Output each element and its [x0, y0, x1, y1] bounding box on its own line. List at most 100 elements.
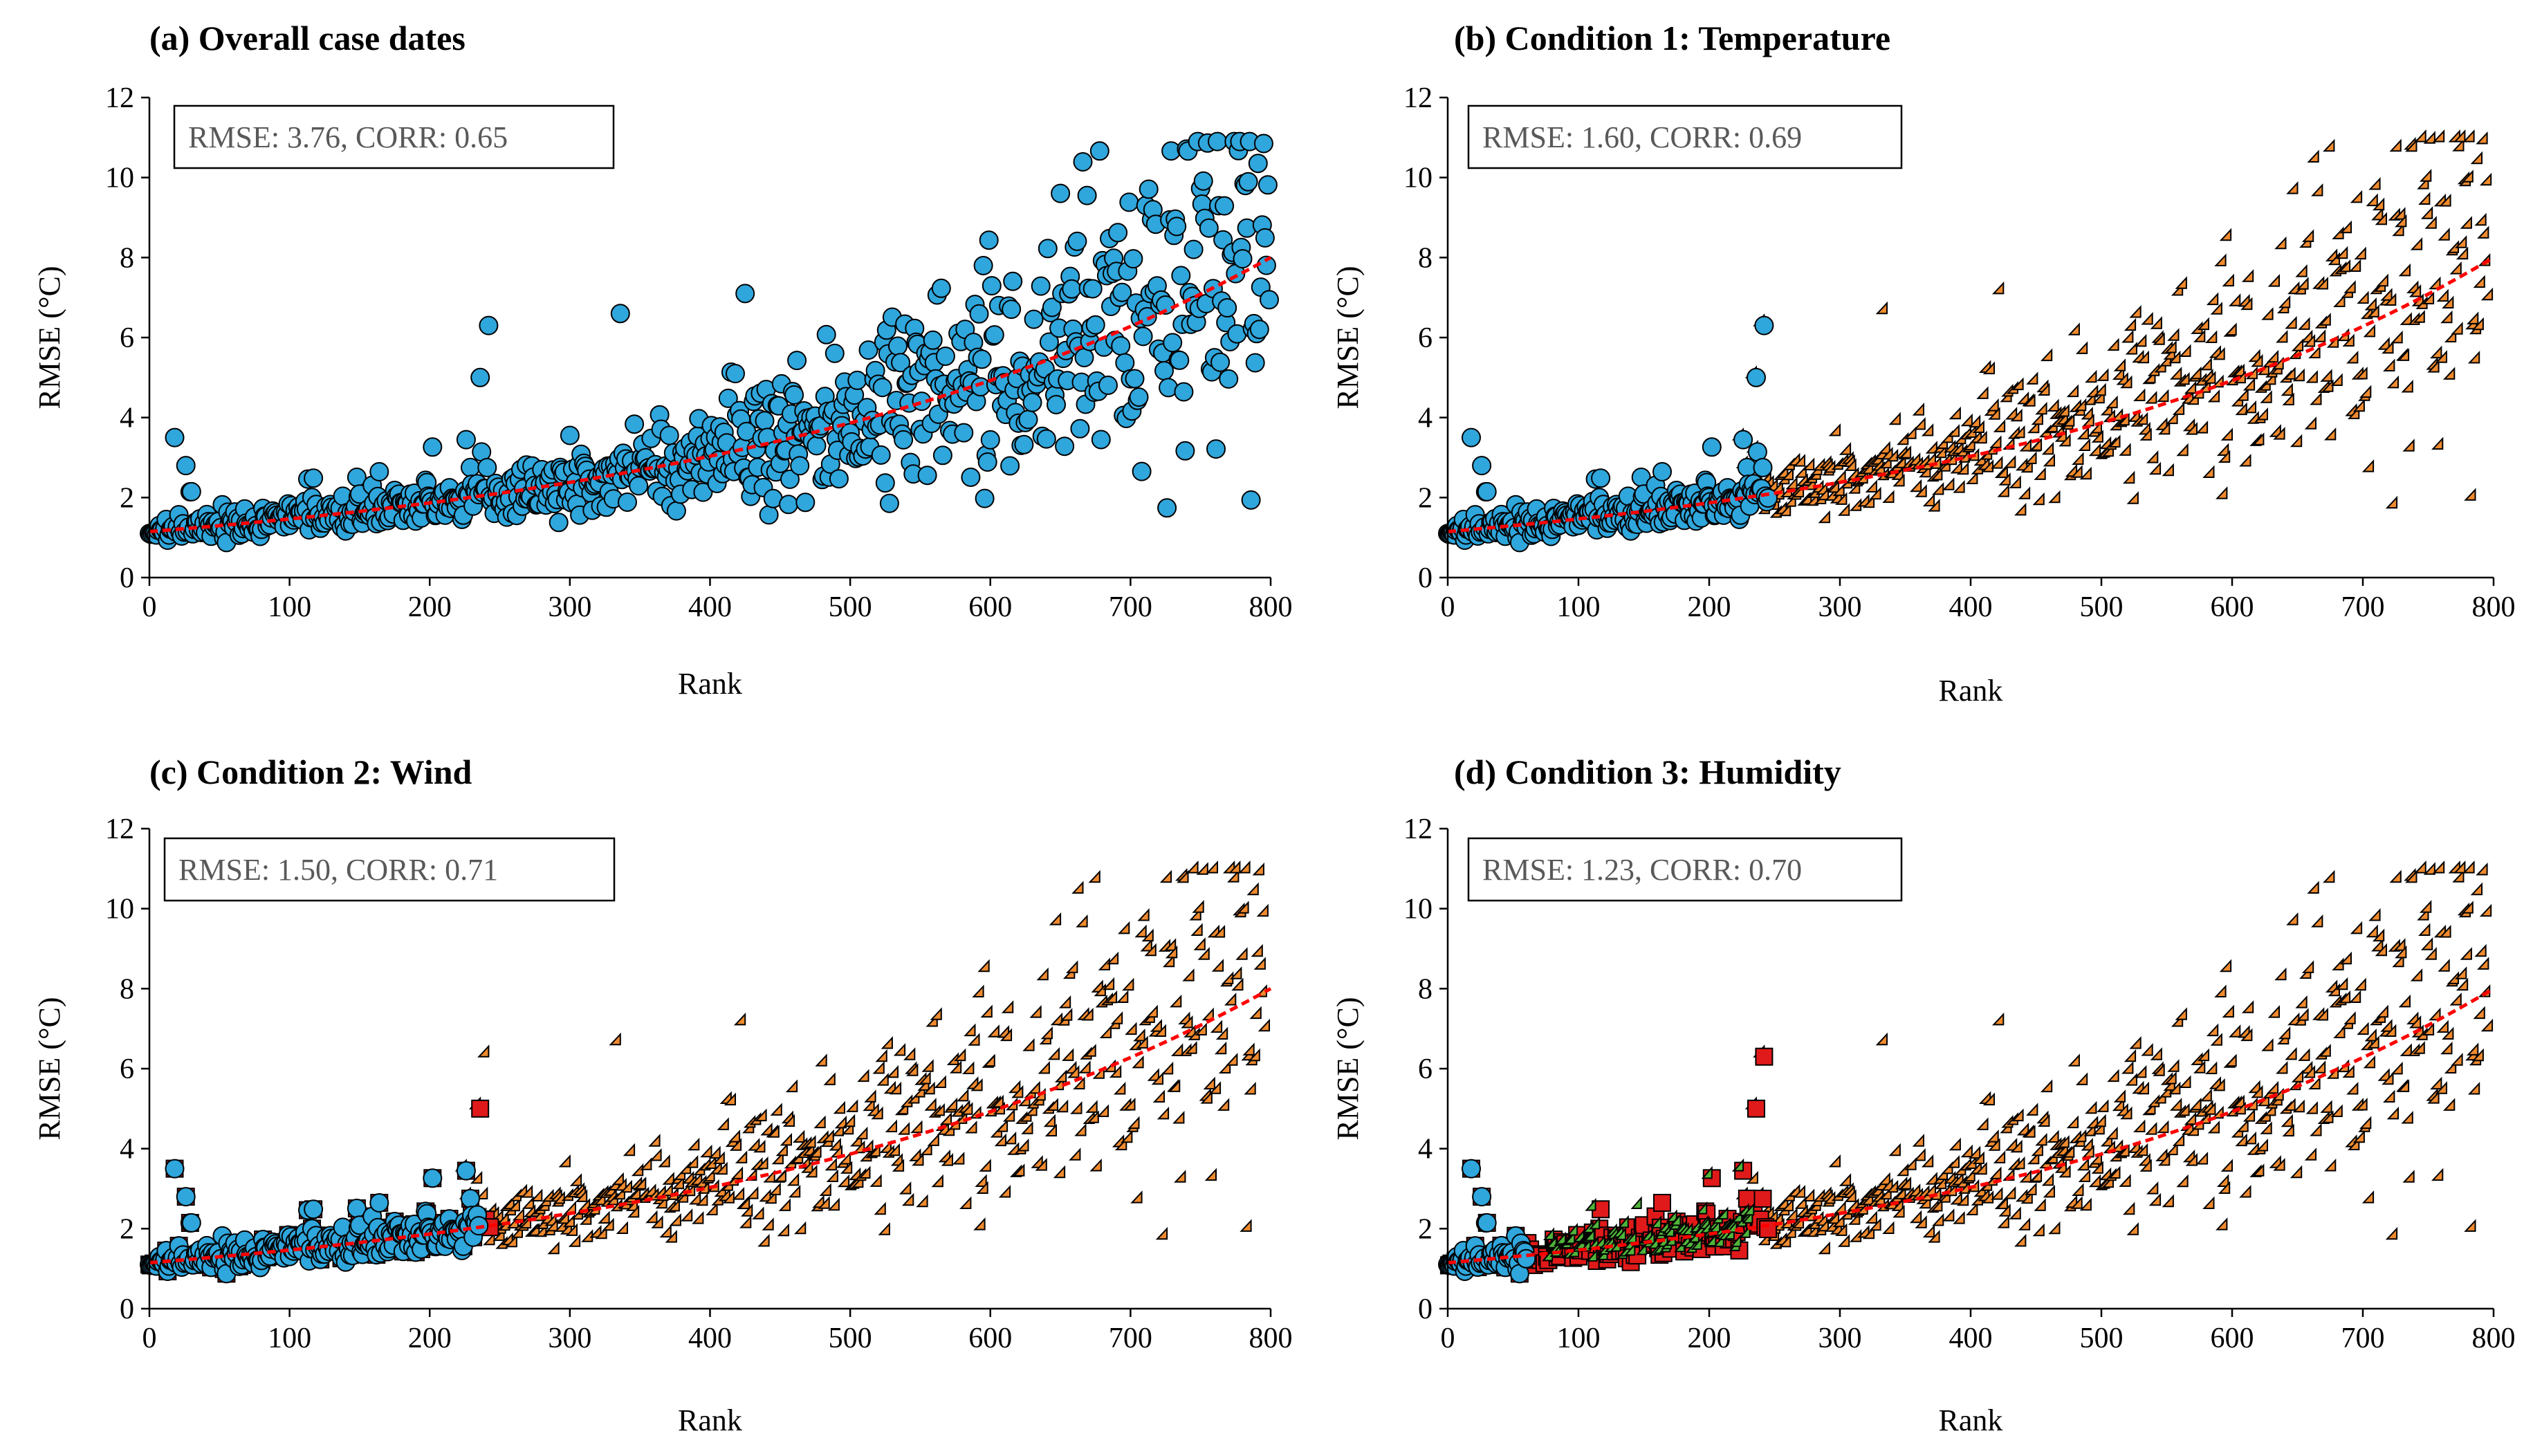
- trend-line: [1447, 256, 2495, 533]
- data-point: [748, 1138, 760, 1151]
- data-point: [2419, 169, 2432, 182]
- data-point: [1881, 1177, 1893, 1191]
- data-point: [995, 1119, 1008, 1132]
- data-point: [1966, 1202, 1978, 1216]
- data-point: [505, 1234, 517, 1248]
- y-tick-label: 10: [1403, 894, 1433, 925]
- data-point: [2038, 383, 2050, 396]
- data-point: [2232, 363, 2245, 377]
- data-point: [774, 1169, 786, 1182]
- data-point: [2240, 297, 2253, 311]
- data-point: [1921, 423, 1934, 436]
- data-point: [1083, 279, 1103, 299]
- data-point: [560, 425, 580, 445]
- data-point: [2479, 903, 2492, 917]
- data-point: [871, 445, 891, 465]
- data-point: [2377, 337, 2390, 350]
- data-point: [2133, 1119, 2146, 1133]
- data-point: [2097, 1099, 2109, 1112]
- data-point: [1141, 928, 1154, 942]
- x-tick-label: 400: [1949, 1323, 1993, 1354]
- data-point: [470, 1170, 483, 1184]
- data-point: [1989, 435, 2002, 448]
- data-point: [508, 1198, 520, 1212]
- data-point: [1132, 1055, 1144, 1069]
- data-point: [2367, 304, 2379, 317]
- data-point: [2120, 375, 2133, 389]
- data-point: [2074, 1129, 2087, 1143]
- data-point: [1203, 1076, 1215, 1090]
- data-point: [2311, 183, 2323, 196]
- data-point: [2385, 495, 2398, 509]
- data-point: [1998, 1204, 2011, 1217]
- data-point: [833, 1100, 846, 1114]
- data-point: [729, 1138, 742, 1151]
- data-point: [181, 1213, 201, 1233]
- data-point: [2431, 1168, 2444, 1181]
- data-point: [2197, 317, 2210, 331]
- data-point: [1073, 1076, 1085, 1090]
- data-point: [546, 1218, 558, 1232]
- data-point: [2442, 295, 2454, 309]
- data-point: [2480, 287, 2494, 301]
- data-point: [1040, 1026, 1053, 1040]
- data-point: [2139, 427, 2152, 441]
- data-point: [2313, 1060, 2326, 1073]
- data-point: [1949, 406, 1961, 420]
- data-point: [1882, 1221, 1895, 1235]
- data-point: [2273, 427, 2285, 440]
- data-point: [1739, 1225, 1751, 1238]
- data-point: [1213, 925, 1226, 938]
- data-point: [1585, 1197, 1596, 1211]
- data-point: [1056, 1099, 1069, 1113]
- data-point: [681, 1170, 694, 1184]
- data-points: [140, 860, 1271, 1284]
- data-point: [2025, 1182, 2037, 1196]
- data-point: [2168, 1081, 2181, 1095]
- y-tick-label: 10: [1403, 163, 1433, 194]
- data-point: [780, 469, 800, 489]
- data-point: [1157, 498, 1177, 518]
- annotation-text: RMSE: 3.76, CORR: 0.65: [188, 120, 508, 154]
- annotation-box: [163, 837, 616, 902]
- data-point: [2018, 486, 2031, 499]
- data-point: [1997, 484, 2009, 497]
- data-point: [2005, 407, 2018, 420]
- data-point: [1912, 1134, 1925, 1147]
- data-point: [1150, 1019, 1163, 1032]
- data-point: [994, 1133, 1007, 1147]
- data-point: [752, 1206, 764, 1219]
- y-axis-label: RMSE (°C): [1331, 266, 1365, 409]
- data-point: [801, 1160, 813, 1173]
- data-point: [1904, 426, 1917, 439]
- data-point: [2439, 925, 2451, 938]
- data-point: [461, 457, 480, 477]
- data-point: [693, 482, 713, 502]
- data-point: [1206, 860, 1219, 874]
- data-point: [1691, 1237, 1702, 1250]
- data-point: [784, 385, 804, 405]
- data-point: [1038, 239, 1058, 259]
- data-point: [2204, 1102, 2216, 1115]
- data-point: [1193, 937, 1206, 950]
- data-point: [1066, 960, 1078, 973]
- data-point: [2121, 1060, 2134, 1074]
- data-point: [1802, 457, 1815, 471]
- data-point: [787, 351, 807, 371]
- data-point: [1828, 1154, 1841, 1168]
- data-point: [1816, 487, 1830, 501]
- data-point: [2137, 1081, 2150, 1095]
- data-point: [1991, 1187, 2003, 1200]
- data-point: [2112, 367, 2125, 380]
- data-point: [2134, 333, 2147, 347]
- data-point: [1256, 903, 1269, 917]
- x-tick-label: 800: [1249, 1323, 1293, 1354]
- data-point: [1583, 1228, 1595, 1242]
- data-point: [1886, 1179, 1899, 1193]
- data-point: [975, 1174, 987, 1188]
- data-point: [1230, 966, 1242, 979]
- data-point: [932, 1103, 945, 1116]
- series-diamond: [1542, 1158, 1755, 1262]
- data-point: [2342, 1065, 2355, 1078]
- x-tick-label: 400: [688, 591, 732, 623]
